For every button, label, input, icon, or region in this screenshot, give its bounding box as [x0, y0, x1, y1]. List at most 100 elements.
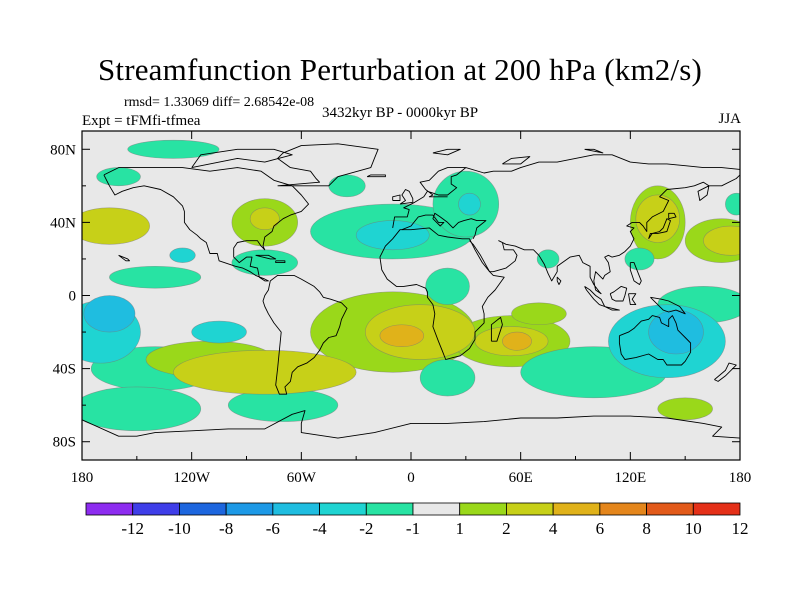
colorbar-swatch — [179, 502, 227, 516]
anomaly-region — [502, 331, 532, 351]
colorbar: -12 -10 -8 -6 -4 -2 -1 1 2 4 6 8 10 12 — [85, 502, 749, 538]
coastline — [604, 306, 620, 311]
coastline — [432, 148, 461, 156]
lat-tick-label: 40S — [53, 362, 76, 378]
colorbar-label: -10 — [168, 519, 191, 538]
anomaly-region — [96, 167, 141, 187]
coastline — [255, 254, 277, 260]
coastline — [668, 212, 677, 220]
colorbar-label: 2 — [502, 519, 511, 538]
lon-tick-label: 60E — [509, 470, 533, 486]
lon-tick-label: 180 — [71, 470, 94, 486]
colorbar-label: 4 — [549, 519, 558, 538]
anomaly-region — [249, 207, 280, 231]
coastline — [556, 276, 562, 285]
coastline — [502, 156, 531, 165]
anomaly-region — [703, 225, 740, 256]
coastline — [648, 218, 671, 240]
anomaly-region — [624, 247, 655, 271]
colorbar-label: 12 — [732, 519, 749, 538]
experiment-label: Expt = tFMfi-tfmea — [82, 113, 201, 129]
coastline — [469, 174, 740, 295]
anomaly-region — [379, 324, 425, 347]
coastline — [584, 148, 604, 154]
colorbar-swatch — [646, 502, 694, 516]
anomaly-region — [109, 265, 202, 289]
colorbar-label: 8 — [642, 519, 651, 538]
anomaly-region — [82, 207, 150, 245]
chart-title: Streamfunction Perturbation at 200 hPa (… — [97, 52, 703, 87]
colorbar-swatch — [459, 502, 507, 516]
colorbar-swatch — [319, 502, 367, 516]
coastline — [118, 254, 130, 262]
anomaly-region — [458, 192, 481, 216]
coastline — [618, 315, 692, 366]
colorbar-swatch — [225, 502, 274, 516]
anomaly-region — [173, 350, 357, 395]
stats-text: rmsd= 1.33069 diff= 2.68542e-08 — [124, 95, 315, 110]
colorbar-label: -4 — [312, 519, 327, 538]
anomaly-field — [82, 139, 740, 432]
colorbar-swatch — [506, 502, 554, 516]
colorbar-swatch — [692, 502, 741, 516]
coastline — [609, 285, 628, 302]
lon-tick-label: 60W — [287, 470, 317, 486]
latitude-axis: 80N 40N 0 40S 80S — [50, 142, 740, 451]
colorbar-swatch — [552, 502, 601, 516]
coastline — [465, 154, 740, 174]
colorbar-label: -1 — [406, 519, 420, 538]
coastline — [392, 194, 401, 201]
anomaly-region — [536, 249, 560, 269]
anomaly-region — [83, 295, 136, 333]
anomaly-region — [231, 249, 298, 276]
coastline — [379, 227, 505, 360]
colorbar-swatch — [132, 502, 180, 516]
coastline — [366, 174, 386, 178]
coastline — [277, 143, 379, 187]
anomaly-region — [169, 247, 196, 263]
coastlines — [82, 143, 740, 439]
coastline — [650, 296, 686, 315]
anomaly-region — [635, 194, 680, 243]
colorbar-swatch — [365, 502, 414, 516]
coastline — [392, 167, 467, 228]
anomaly-region — [328, 174, 366, 198]
lon-tick-label: 120E — [614, 470, 646, 486]
lat-tick-label: 40N — [50, 215, 76, 231]
period-label: 3432kyr BP - 0000kyr BP — [321, 105, 479, 121]
colorbar-label: 6 — [596, 519, 605, 538]
colorbar-swatch — [85, 502, 134, 516]
coastline — [262, 274, 348, 395]
coastline — [275, 260, 286, 264]
anomaly-region — [425, 267, 470, 305]
coastline — [401, 212, 487, 240]
colorbar-swatch — [412, 502, 461, 516]
colorbar-swatch — [599, 502, 647, 516]
colorbar-label: 10 — [685, 519, 702, 538]
anomaly-region — [82, 386, 202, 432]
coastline — [629, 262, 642, 285]
anomaly-region — [191, 320, 247, 344]
lat-tick-label: 80N — [50, 142, 76, 158]
anomaly-region — [127, 139, 220, 159]
anomaly-region — [419, 359, 476, 397]
coastline — [103, 167, 310, 282]
colorbar-swatch — [272, 502, 320, 516]
lon-tick-label: 120W — [173, 470, 211, 486]
anomaly-region — [725, 192, 740, 216]
colorbar-label: -6 — [266, 519, 280, 538]
anomaly-region — [657, 397, 713, 421]
coastline — [714, 362, 737, 382]
colorbar-label: -12 — [121, 519, 144, 538]
lon-tick-label: 180 — [729, 470, 752, 486]
anomaly-region — [355, 220, 430, 251]
lat-tick-label: 0 — [69, 289, 77, 305]
coastline — [490, 316, 503, 342]
season-label: JJA — [718, 111, 741, 127]
anomaly-region — [511, 302, 567, 326]
lon-tick-label: 0 — [407, 470, 415, 486]
coastline — [628, 293, 637, 306]
colorbar-label: 1 — [455, 519, 464, 538]
longitude-axis: 180 120W 60W 0 60E 120E 180 — [71, 131, 752, 486]
